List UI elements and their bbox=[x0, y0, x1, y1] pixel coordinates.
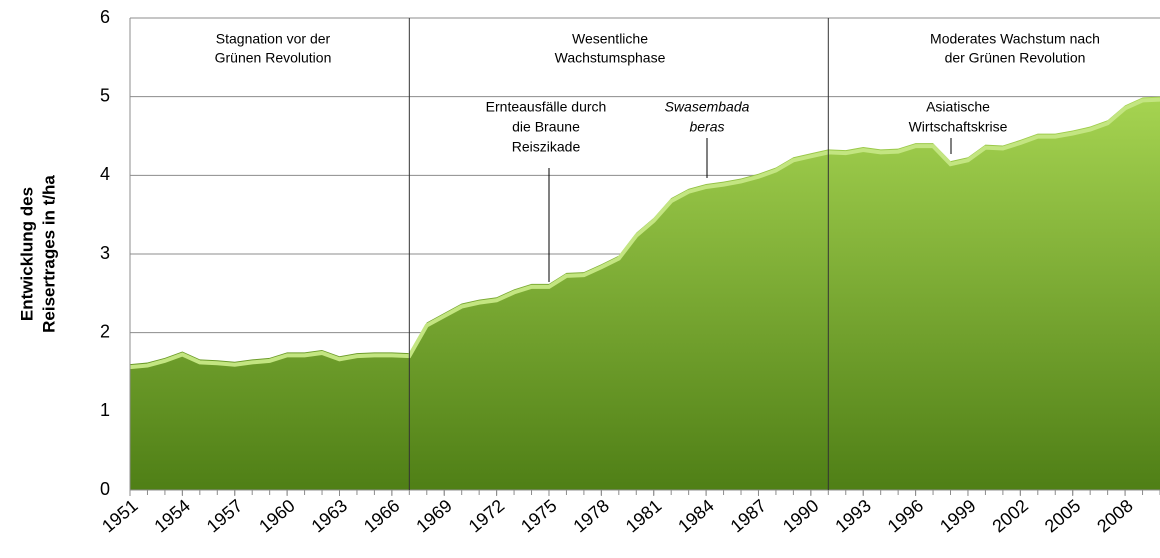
x-tick-label: 1993 bbox=[831, 495, 875, 536]
x-tick-label: 1999 bbox=[936, 495, 980, 536]
x-tick-label: 1951 bbox=[98, 495, 142, 536]
phase-label: Wesentliche bbox=[572, 31, 648, 47]
x-tick-label: 1975 bbox=[517, 495, 561, 536]
phase-label: Wachstumsphase bbox=[555, 50, 666, 66]
x-tick-label: 1984 bbox=[674, 495, 718, 536]
x-tick-label: 1960 bbox=[255, 495, 299, 536]
x-tick-label: 1963 bbox=[308, 495, 352, 536]
annotation: Swasembada bbox=[665, 99, 750, 115]
y-tick-label: 3 bbox=[100, 243, 110, 263]
annotation: Ernteausfälle durch bbox=[486, 99, 607, 115]
phase-label: Grünen Revolution bbox=[215, 50, 332, 66]
x-tick-label: 1996 bbox=[884, 495, 928, 536]
x-tick-label: 1978 bbox=[569, 495, 613, 536]
x-tick-label: 1981 bbox=[622, 495, 666, 536]
x-tick-label: 2008 bbox=[1093, 495, 1137, 536]
area-edge bbox=[129, 97, 1160, 370]
x-tick-label: 1972 bbox=[465, 495, 509, 536]
x-tick-label: 1990 bbox=[779, 495, 823, 536]
phase-label: Stagnation vor der bbox=[216, 31, 331, 47]
x-tick-label: 2005 bbox=[1041, 495, 1085, 536]
y-tick-label: 1 bbox=[100, 400, 110, 420]
annotation: Wirtschaftskrise bbox=[909, 119, 1008, 135]
y-tick-label: 5 bbox=[100, 85, 110, 105]
y-axis-label: Entwicklung des bbox=[17, 187, 36, 321]
x-tick-label: 1969 bbox=[412, 495, 456, 536]
y-tick-label: 0 bbox=[100, 479, 110, 499]
y-tick-label: 6 bbox=[100, 7, 110, 27]
x-tick-label: 1954 bbox=[150, 495, 194, 536]
y-axis-label: Reisertrages in t/ha bbox=[39, 175, 58, 333]
x-tick-label: 1957 bbox=[203, 495, 247, 536]
x-tick-label: 1987 bbox=[727, 495, 771, 536]
area bbox=[130, 96, 1160, 491]
x-tick-label: 2002 bbox=[988, 495, 1032, 536]
phase-label: Moderates Wachstum nach bbox=[930, 31, 1100, 47]
phase-label: der Grünen Revolution bbox=[945, 50, 1086, 66]
annotation: Asiatische bbox=[926, 99, 990, 115]
x-tick-label: 1966 bbox=[360, 495, 404, 536]
annotation: die Braune bbox=[512, 119, 580, 135]
annotation: Reiszikade bbox=[512, 139, 581, 155]
y-tick-label: 4 bbox=[100, 164, 110, 184]
y-tick-label: 2 bbox=[100, 321, 110, 341]
annotation: beras bbox=[689, 119, 724, 135]
